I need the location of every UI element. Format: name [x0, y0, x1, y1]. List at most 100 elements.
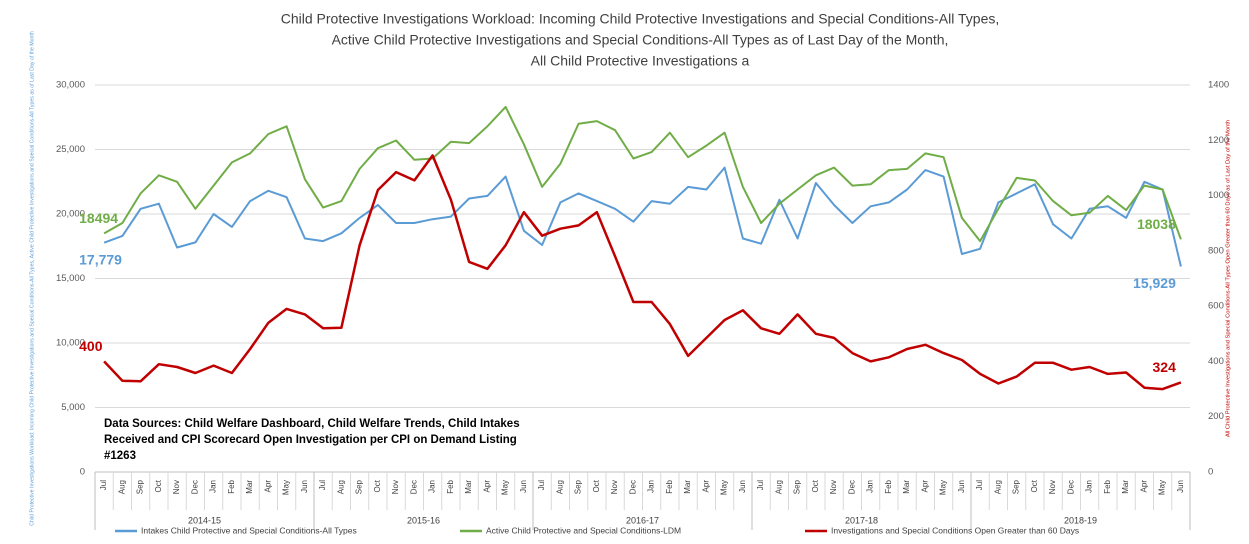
- x-tick-label: Dec: [409, 480, 418, 494]
- y2-tick-label: 600: [1208, 301, 1224, 312]
- year-label: 2018-19: [1064, 515, 1097, 525]
- y2-tick-label: 1000: [1208, 190, 1229, 201]
- y-tick-label: 25,000: [56, 144, 85, 155]
- y-tick-label: 0: [80, 467, 85, 478]
- x-tick-label: Dec: [1066, 480, 1075, 494]
- series-line: [103, 154, 1182, 391]
- y-tick-label: 20,000: [56, 209, 85, 220]
- x-tick-label: Jul: [756, 480, 765, 490]
- x-tick-label: Sep: [1012, 479, 1021, 494]
- x-tick-label: Oct: [811, 479, 820, 492]
- x-tick-label: May: [1158, 480, 1167, 495]
- x-tick-label: Sep: [574, 479, 583, 494]
- x-tick-label: Mar: [683, 480, 692, 494]
- y-tick-label: 10,000: [56, 338, 85, 349]
- year-label: 2014-15: [188, 515, 221, 525]
- data-label: 18494: [79, 210, 118, 226]
- legend-label: Intakes Child Protective and Special Con…: [141, 525, 357, 535]
- y2-tick-label: 1200: [1208, 135, 1229, 146]
- y2-tick-label: 0: [1208, 467, 1213, 478]
- x-tick-label: Oct: [1030, 479, 1039, 492]
- y-axis-label: Child Protective Investigations Workload…: [29, 31, 35, 526]
- year-label: 2017-18: [845, 515, 878, 525]
- x-tick-label: May: [720, 480, 729, 495]
- y2-tick-label: 800: [1208, 245, 1224, 256]
- x-tick-label: Apr: [1139, 480, 1148, 493]
- x-tick-label: Aug: [774, 480, 783, 494]
- series-line: [103, 105, 1182, 243]
- x-tick-label: Mar: [245, 480, 254, 494]
- y2-tick-label: 400: [1208, 356, 1224, 367]
- x-tick-label: Sep: [136, 479, 145, 494]
- x-tick-label: Jan: [428, 480, 437, 493]
- x-tick-label: Jul: [99, 480, 108, 490]
- x-tick-label: Mar: [902, 480, 911, 494]
- x-tick-label: Jul: [537, 480, 546, 490]
- data-label: 400: [79, 338, 103, 354]
- x-tick-label: Aug: [336, 480, 345, 494]
- data-label: 324: [1153, 359, 1177, 375]
- x-tick-label: Feb: [446, 479, 455, 493]
- x-tick-label: Jul: [975, 480, 984, 490]
- legend-label: Investigations and Special Conditions Op…: [831, 525, 1079, 535]
- y-tick-label: 5,000: [61, 402, 85, 413]
- x-tick-label: Aug: [993, 480, 1002, 494]
- legend-label: Active Child Protective and Special Cond…: [486, 525, 681, 535]
- chart-title: Active Child Protective Investigations a…: [332, 32, 949, 48]
- x-tick-label: Aug: [117, 480, 126, 494]
- y2-tick-label: 1400: [1208, 80, 1229, 91]
- x-tick-label: May: [501, 480, 510, 495]
- x-tick-label: Mar: [1121, 480, 1130, 494]
- x-tick-label: Apr: [701, 480, 710, 493]
- x-tick-label: Sep: [355, 479, 364, 494]
- data-label: 15,929: [1133, 275, 1176, 291]
- year-label: 2015-16: [407, 515, 440, 525]
- x-tick-label: Jan: [866, 480, 875, 493]
- x-tick-label: Apr: [482, 480, 491, 493]
- x-tick-label: Dec: [847, 480, 856, 494]
- chart-title: All Child Protective Investigations a: [531, 53, 750, 69]
- chart-title: Child Protective Investigations Workload…: [281, 11, 1000, 27]
- x-tick-label: Feb: [884, 479, 893, 493]
- x-tick-label: Nov: [610, 480, 619, 494]
- y2-axis-label: All Child Protective Investigations and …: [1226, 120, 1232, 437]
- x-tick-label: May: [282, 480, 291, 495]
- x-tick-label: Jan: [1085, 480, 1094, 493]
- data-label: 18038: [1137, 216, 1176, 232]
- x-tick-label: Jun: [300, 480, 309, 493]
- x-tick-label: Nov: [391, 480, 400, 494]
- x-tick-label: Sep: [793, 479, 802, 494]
- series-line: [103, 166, 1182, 267]
- x-tick-label: Aug: [555, 480, 564, 494]
- x-tick-label: Apr: [920, 480, 929, 493]
- x-tick-label: Jun: [519, 480, 528, 493]
- x-tick-label: Nov: [1048, 480, 1057, 494]
- x-tick-label: Mar: [464, 480, 473, 494]
- x-tick-label: Oct: [373, 479, 382, 492]
- data-label: 17,779: [79, 251, 122, 267]
- x-tick-label: Dec: [190, 480, 199, 494]
- source-note: Data Sources: Child Welfare Dashboard, C…: [104, 418, 520, 462]
- x-tick-label: Jun: [738, 480, 747, 493]
- y2-tick-label: 200: [1208, 411, 1224, 422]
- x-tick-label: Jan: [647, 480, 656, 493]
- x-tick-label: Feb: [227, 479, 236, 493]
- x-tick-label: Jul: [318, 480, 327, 490]
- x-tick-label: Feb: [1103, 479, 1112, 493]
- x-tick-label: Apr: [263, 480, 272, 493]
- x-tick-label: Jun: [957, 480, 966, 493]
- y-tick-label: 15,000: [56, 273, 85, 284]
- x-tick-label: Jun: [1176, 480, 1185, 493]
- x-tick-label: May: [939, 480, 948, 495]
- x-tick-label: Nov: [829, 480, 838, 494]
- x-tick-label: Oct: [592, 479, 601, 492]
- x-tick-label: Feb: [665, 479, 674, 493]
- x-tick-label: Oct: [154, 479, 163, 492]
- y-tick-label: 30,000: [56, 80, 85, 91]
- x-tick-label: Dec: [628, 480, 637, 494]
- x-tick-label: Jan: [209, 480, 218, 493]
- year-label: 2016-17: [626, 515, 659, 525]
- x-tick-label: Nov: [172, 480, 181, 494]
